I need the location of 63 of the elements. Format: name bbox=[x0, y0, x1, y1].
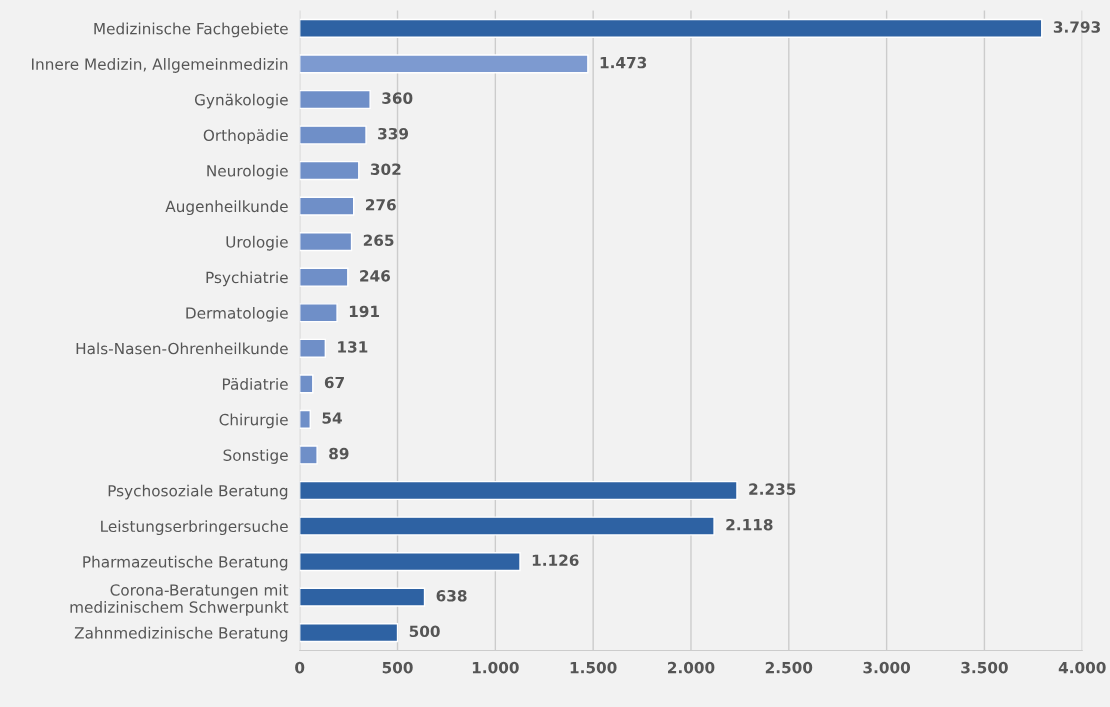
data-label: 360 bbox=[382, 92, 413, 104]
y-tick-label: Zahnmedizinische Beratung bbox=[74, 626, 288, 642]
y-tick-label: Urologie bbox=[226, 235, 288, 251]
bar bbox=[299, 160, 360, 181]
bar bbox=[299, 623, 399, 643]
bar bbox=[299, 54, 589, 74]
bar bbox=[299, 125, 367, 145]
y-tick-label: Augenheilkunde bbox=[165, 200, 288, 216]
data-label: 2.118 bbox=[726, 518, 773, 531]
bar bbox=[299, 409, 311, 429]
data-label: 246 bbox=[360, 270, 391, 282]
x-tick-label: 1.000 bbox=[472, 661, 519, 674]
bar bbox=[299, 18, 1043, 38]
data-label: 2.235 bbox=[749, 483, 796, 495]
data-label: 276 bbox=[366, 198, 396, 211]
data-label: 339 bbox=[378, 127, 409, 140]
bar bbox=[299, 480, 738, 501]
y-tick-label: Pädiatrie bbox=[222, 378, 288, 390]
y-tick-label: Orthopädie bbox=[203, 129, 288, 144]
y-tick-label: Innere Medizin, Allgemeinmedizin bbox=[32, 58, 288, 73]
y-tick-label: Medizinische Fachgebiete bbox=[94, 22, 288, 38]
x-tick-label: 4.000 bbox=[1058, 661, 1106, 674]
data-label: 3.793 bbox=[1053, 21, 1100, 33]
bar bbox=[299, 267, 349, 287]
bar bbox=[299, 338, 327, 358]
y-tick-label: Dermatologie bbox=[186, 306, 288, 322]
data-label: 265 bbox=[363, 234, 394, 247]
bar bbox=[299, 587, 426, 607]
data-label: 500 bbox=[409, 625, 440, 638]
bar bbox=[299, 445, 318, 465]
data-label: 67 bbox=[324, 376, 344, 389]
x-tick-label: 0 bbox=[295, 661, 305, 674]
x-tick-label: 3.500 bbox=[961, 661, 1008, 674]
y-tick-label: Sonstige bbox=[223, 449, 288, 464]
data-label: 1.126 bbox=[532, 554, 579, 567]
data-label: 302 bbox=[370, 163, 401, 175]
bar bbox=[299, 196, 355, 216]
bar bbox=[299, 232, 353, 252]
data-label: 1.473 bbox=[600, 56, 647, 69]
x-tick-label: 3.000 bbox=[863, 661, 911, 674]
x-tick-label: 500 bbox=[382, 661, 413, 674]
bar bbox=[299, 89, 371, 110]
bar bbox=[299, 374, 314, 394]
y-tick-label: Corona-Beratungen mit medizinischem Schwerpunkt bbox=[70, 583, 289, 616]
data-label: 131 bbox=[338, 341, 368, 353]
data-label: 638 bbox=[436, 590, 467, 602]
y-tick-label: Pharmazeutische Beratung bbox=[83, 555, 288, 571]
x-tick-label: 1.500 bbox=[570, 661, 617, 674]
y-tick-label: Psychosoziale Beratung bbox=[108, 484, 288, 500]
y-tick-label: Hals-Nasen-Ohrenheilkunde bbox=[76, 342, 288, 355]
x-tick-label: 2.500 bbox=[765, 661, 813, 674]
data-label: 191 bbox=[349, 305, 380, 318]
bar bbox=[299, 303, 338, 323]
data-label: 54 bbox=[322, 412, 342, 424]
x-tick-label: 2.000 bbox=[668, 661, 715, 674]
bar bbox=[299, 551, 521, 572]
y-tick-label: Chirurgie bbox=[219, 413, 288, 429]
y-tick-label: Neurologie bbox=[207, 164, 288, 180]
bar bbox=[299, 516, 715, 536]
data-label: 89 bbox=[329, 447, 349, 460]
y-tick-label: Leistungserbringersuche bbox=[101, 520, 288, 536]
y-tick-label: Gynäkologie bbox=[194, 93, 288, 109]
y-tick-label: Psychiatrie bbox=[206, 271, 288, 287]
